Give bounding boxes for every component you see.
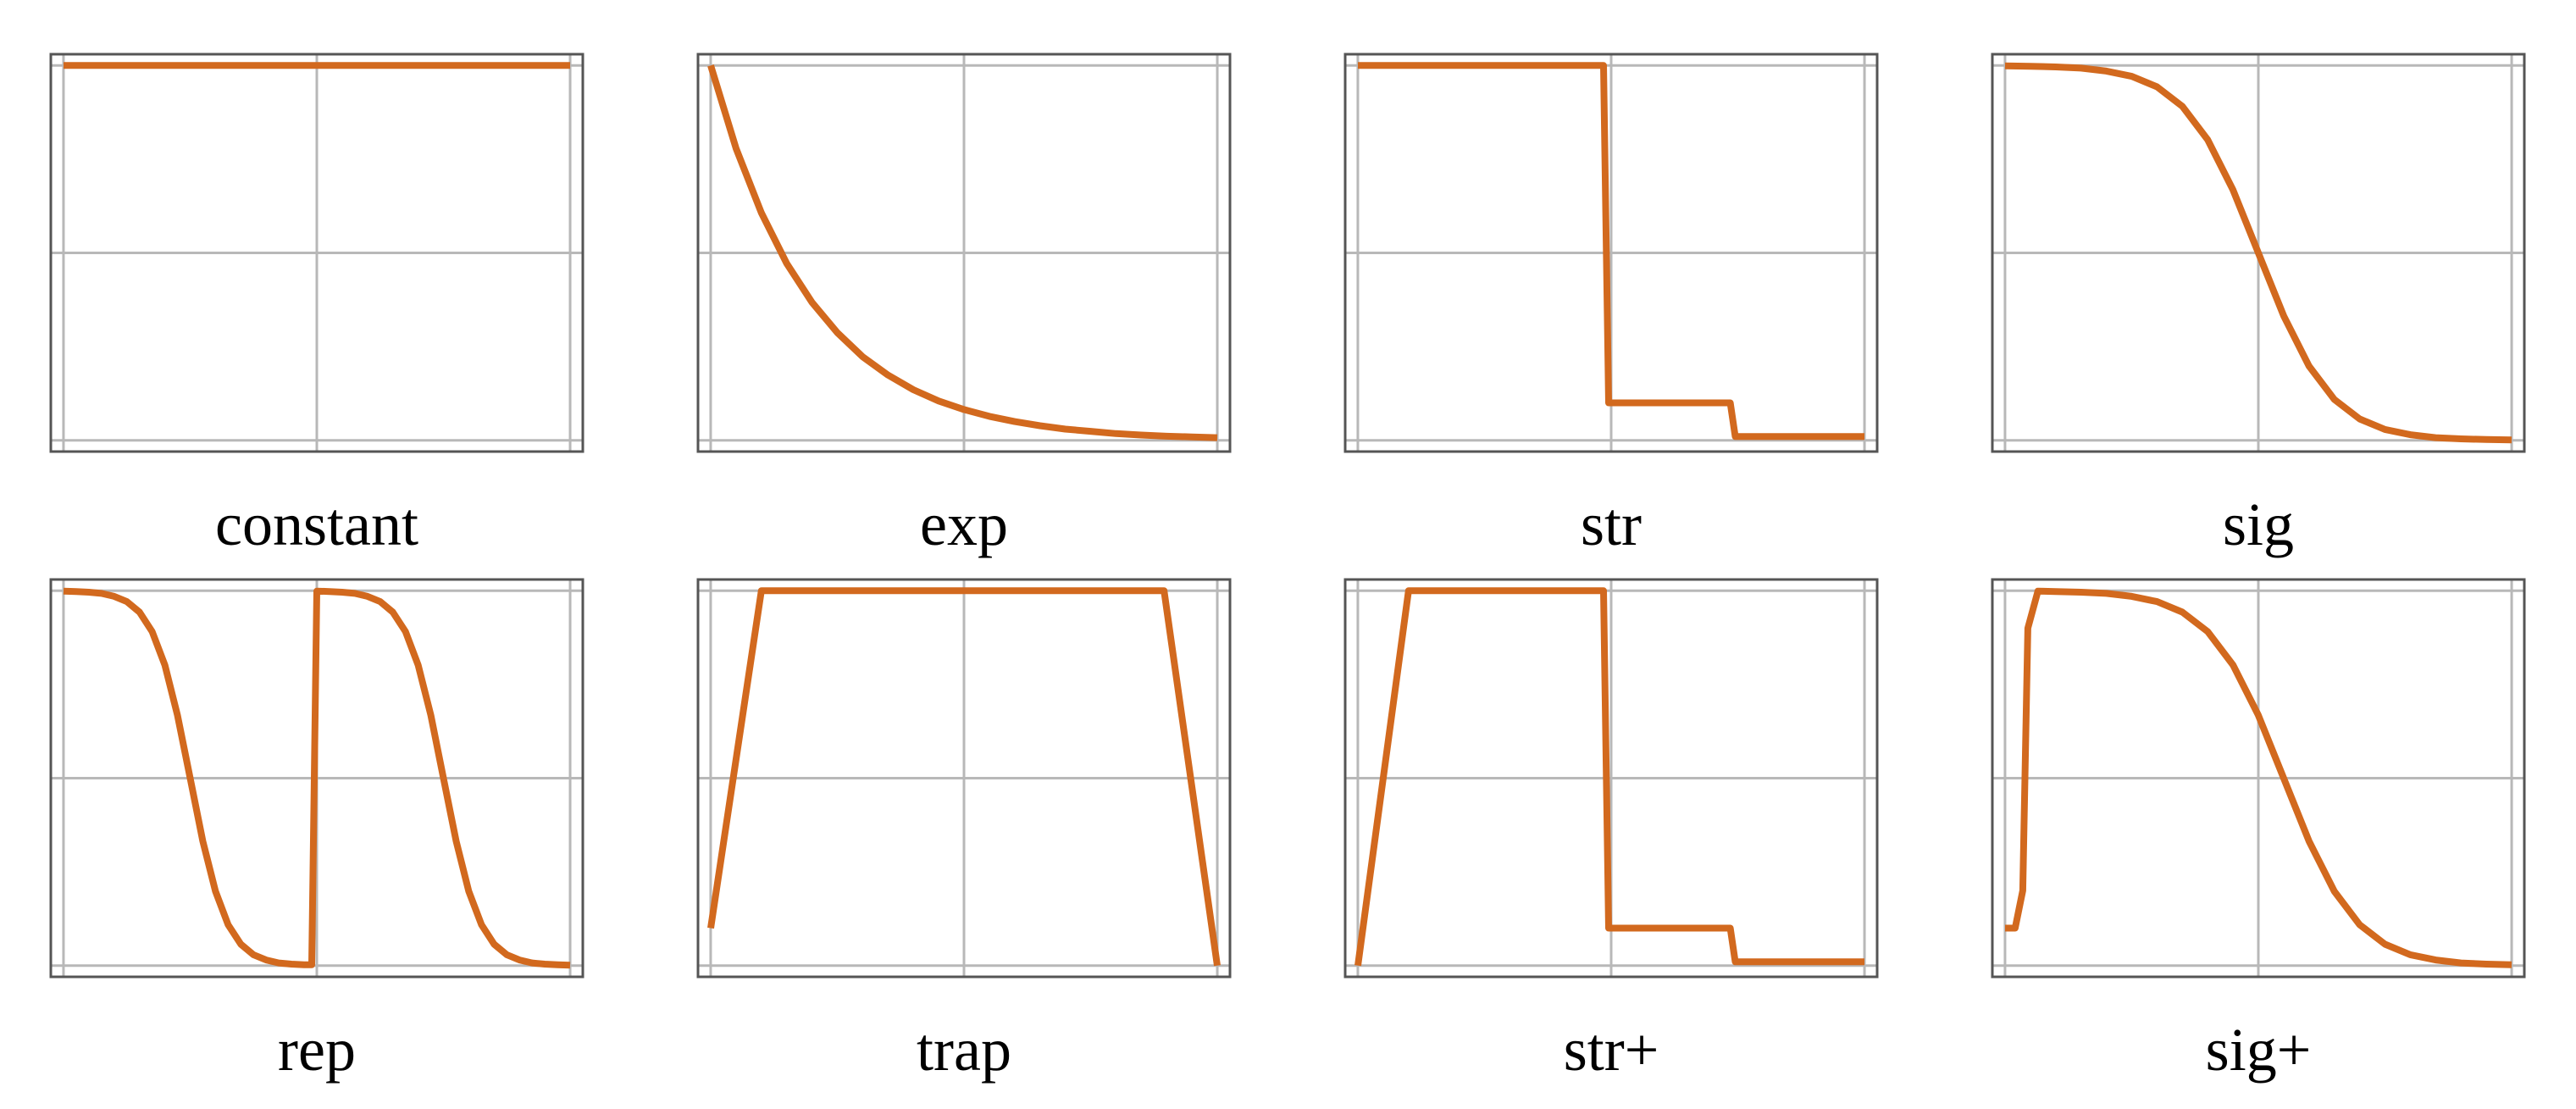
plot-frame <box>1991 578 2526 979</box>
chart-title: trap <box>917 1016 1011 1084</box>
chart-title: sig+ <box>2206 1016 2312 1084</box>
data-line <box>63 587 571 969</box>
data-line <box>707 587 1221 967</box>
chart-title: str+ <box>1564 1016 1659 1084</box>
data-line <box>1358 62 1864 441</box>
plot-frame <box>1343 578 1879 979</box>
data-line <box>1354 587 1864 967</box>
chart-title: sig <box>2223 491 2294 558</box>
data-line <box>2005 587 2512 968</box>
plot-frame <box>49 53 584 453</box>
plot-frame <box>49 578 584 979</box>
plot-frame <box>1343 53 1879 453</box>
chart-title: str <box>1581 491 1642 558</box>
chart-title: constant <box>215 491 418 558</box>
plot-frame <box>1991 53 2526 453</box>
data-line <box>707 64 1218 441</box>
plot-frame <box>696 578 1232 979</box>
data-line <box>2004 62 2512 444</box>
chart-title: rep <box>278 1016 356 1084</box>
plot-frame <box>696 53 1232 453</box>
chart-title: exp <box>920 491 1008 558</box>
